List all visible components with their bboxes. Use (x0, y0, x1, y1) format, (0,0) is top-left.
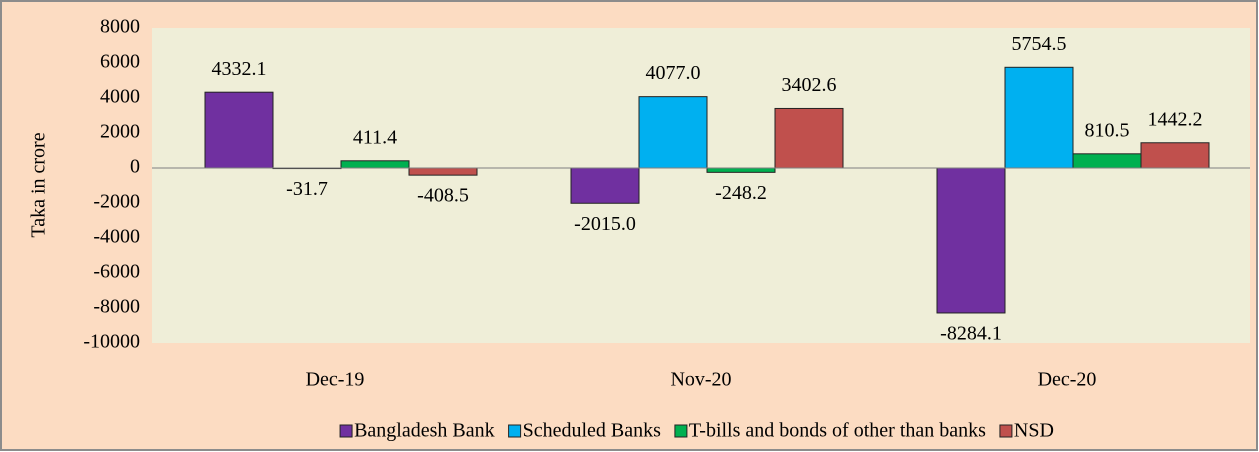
bar (638, 96, 708, 169)
legend-swatch (999, 424, 1013, 438)
legend-swatch (339, 424, 353, 438)
data-label: 4332.1 (212, 58, 267, 80)
y-tick-label: 0 (130, 156, 140, 178)
legend-label: Scheduled Banks (523, 420, 662, 442)
bar (1004, 66, 1074, 169)
legend-label: Bangladesh Bank (354, 420, 495, 442)
bar (1072, 153, 1142, 169)
data-label: -2015.0 (574, 213, 636, 235)
y-tick-label: 4000 (100, 86, 140, 108)
data-label: -31.7 (286, 178, 328, 200)
bar (204, 91, 274, 169)
bar (706, 167, 776, 173)
bar (1140, 142, 1210, 169)
data-label: -408.5 (417, 185, 469, 207)
data-label: 810.5 (1085, 119, 1130, 141)
data-label: 1442.2 (1148, 108, 1203, 130)
y-tick-label: 2000 (100, 121, 140, 143)
y-tick-label: -6000 (93, 261, 140, 283)
y-tick-label: -10000 (83, 331, 140, 353)
legend-swatch (508, 424, 522, 438)
y-tick-label: 8000 (100, 16, 140, 38)
data-label: -248.2 (715, 182, 767, 204)
legend-label: NSD (1014, 420, 1054, 442)
bar (774, 107, 844, 169)
y-tick-label: -2000 (93, 191, 140, 213)
x-tick-label: Dec-20 (1038, 369, 1097, 391)
y-axis-title: Taka in crore (28, 132, 50, 237)
bar (936, 167, 1006, 314)
bar (408, 167, 478, 176)
y-tick-label: 6000 (100, 51, 140, 73)
y-tick-label: -4000 (93, 226, 140, 248)
data-label: 3402.6 (782, 74, 837, 96)
legend-label: T-bills and bonds of other than banks (689, 420, 986, 442)
bar (570, 167, 640, 204)
data-label: 4077.0 (646, 62, 701, 84)
x-tick-label: Dec-19 (306, 369, 365, 391)
legend-swatch (674, 424, 688, 438)
data-label: -8284.1 (940, 323, 1002, 345)
bar (340, 160, 410, 169)
x-tick-label: Nov-20 (670, 369, 731, 391)
y-tick-label: -8000 (93, 296, 140, 318)
data-label: 5754.5 (1012, 33, 1067, 55)
data-label: 411.4 (353, 126, 397, 148)
